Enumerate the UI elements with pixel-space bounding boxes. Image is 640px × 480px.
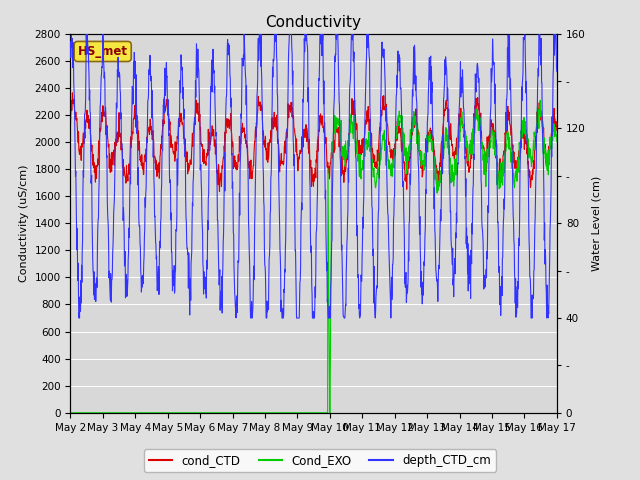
Legend: cond_CTD, Cond_EXO, depth_CTD_cm: cond_CTD, Cond_EXO, depth_CTD_cm xyxy=(144,449,496,472)
Y-axis label: Conductivity (uS/cm): Conductivity (uS/cm) xyxy=(19,165,29,282)
Text: HS_met: HS_met xyxy=(77,45,128,58)
Title: Conductivity: Conductivity xyxy=(266,15,362,30)
Y-axis label: Water Level (cm): Water Level (cm) xyxy=(591,176,601,271)
